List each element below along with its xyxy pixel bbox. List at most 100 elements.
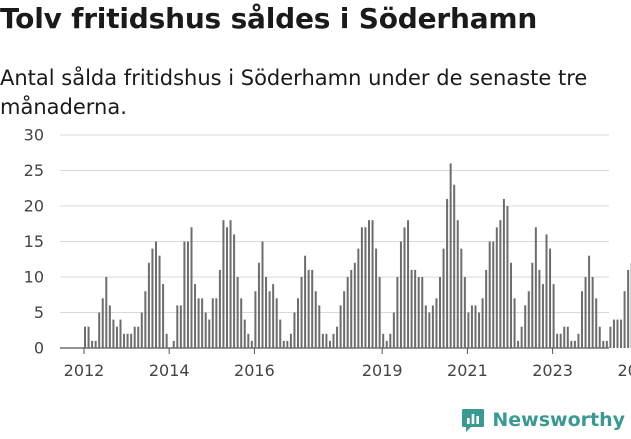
bar[interactable] bbox=[599, 327, 601, 348]
bar[interactable] bbox=[546, 234, 548, 348]
bar[interactable] bbox=[230, 220, 232, 348]
bar[interactable] bbox=[151, 249, 153, 348]
bar[interactable] bbox=[187, 242, 189, 349]
bar[interactable] bbox=[318, 305, 320, 348]
bar[interactable] bbox=[212, 298, 214, 348]
bar[interactable] bbox=[311, 270, 313, 348]
bar[interactable] bbox=[350, 270, 352, 348]
bar[interactable] bbox=[134, 327, 136, 348]
bar[interactable] bbox=[201, 298, 203, 348]
bar[interactable] bbox=[357, 249, 359, 348]
bar[interactable] bbox=[574, 341, 576, 348]
bar[interactable] bbox=[439, 277, 441, 348]
bar[interactable] bbox=[283, 341, 285, 348]
bar[interactable] bbox=[577, 334, 579, 348]
bar[interactable] bbox=[418, 277, 420, 348]
bar[interactable] bbox=[581, 291, 583, 348]
bar[interactable] bbox=[251, 341, 253, 348]
bar[interactable] bbox=[510, 263, 512, 348]
bar[interactable] bbox=[450, 163, 452, 348]
bar[interactable] bbox=[322, 334, 324, 348]
bar[interactable] bbox=[542, 284, 544, 348]
bar[interactable] bbox=[166, 334, 168, 348]
bar[interactable] bbox=[155, 242, 157, 349]
bar[interactable] bbox=[602, 341, 604, 348]
bar[interactable] bbox=[396, 277, 398, 348]
bar[interactable] bbox=[141, 313, 143, 349]
bar[interactable] bbox=[162, 284, 164, 348]
bar[interactable] bbox=[183, 242, 185, 349]
bar[interactable] bbox=[592, 277, 594, 348]
bar[interactable] bbox=[457, 220, 459, 348]
bar[interactable] bbox=[521, 327, 523, 348]
bar[interactable] bbox=[112, 320, 114, 348]
bar[interactable] bbox=[105, 277, 107, 348]
bar[interactable] bbox=[553, 284, 555, 348]
bar[interactable] bbox=[325, 334, 327, 348]
bar[interactable] bbox=[262, 242, 264, 349]
bar[interactable] bbox=[215, 298, 217, 348]
bar[interactable] bbox=[176, 305, 178, 348]
bar[interactable] bbox=[272, 284, 274, 348]
bar[interactable] bbox=[347, 277, 349, 348]
bar[interactable] bbox=[435, 298, 437, 348]
bar[interactable] bbox=[194, 284, 196, 348]
bar[interactable] bbox=[609, 327, 611, 348]
bar[interactable] bbox=[382, 334, 384, 348]
bar[interactable] bbox=[88, 327, 90, 348]
bar[interactable] bbox=[453, 185, 455, 348]
bar[interactable] bbox=[95, 341, 97, 348]
bar[interactable] bbox=[237, 277, 239, 348]
bar[interactable] bbox=[538, 270, 540, 348]
bar[interactable] bbox=[301, 277, 303, 348]
bar[interactable] bbox=[329, 341, 331, 348]
bar[interactable] bbox=[308, 270, 310, 348]
bar[interactable] bbox=[265, 277, 267, 348]
newsworthy-logo[interactable]: Newsworthy bbox=[460, 407, 625, 433]
bar[interactable] bbox=[535, 227, 537, 348]
bar[interactable] bbox=[180, 305, 182, 348]
bar[interactable] bbox=[492, 242, 494, 349]
bar[interactable] bbox=[84, 327, 86, 348]
bar[interactable] bbox=[173, 341, 175, 348]
bar[interactable] bbox=[389, 334, 391, 348]
bar[interactable] bbox=[219, 270, 221, 348]
bar[interactable] bbox=[120, 320, 122, 348]
bar[interactable] bbox=[567, 327, 569, 348]
bar[interactable] bbox=[254, 291, 256, 348]
bar[interactable] bbox=[446, 199, 448, 348]
bar[interactable] bbox=[467, 313, 469, 349]
bar[interactable] bbox=[290, 334, 292, 348]
bar[interactable] bbox=[144, 291, 146, 348]
bar[interactable] bbox=[613, 320, 615, 348]
bar[interactable] bbox=[368, 220, 370, 348]
bar[interactable] bbox=[627, 270, 629, 348]
bar[interactable] bbox=[428, 313, 430, 349]
bar[interactable] bbox=[333, 334, 335, 348]
bar[interactable] bbox=[485, 270, 487, 348]
bar[interactable] bbox=[499, 220, 501, 348]
bar[interactable] bbox=[364, 227, 366, 348]
bar[interactable] bbox=[443, 249, 445, 348]
bar[interactable] bbox=[98, 313, 100, 349]
bar[interactable] bbox=[354, 263, 356, 348]
bar[interactable] bbox=[205, 313, 207, 349]
bar[interactable] bbox=[400, 242, 402, 349]
bar[interactable] bbox=[556, 334, 558, 348]
bar[interactable] bbox=[293, 313, 295, 349]
bar[interactable] bbox=[208, 320, 210, 348]
bar[interactable] bbox=[506, 206, 508, 348]
bar[interactable] bbox=[563, 327, 565, 348]
bar[interactable] bbox=[588, 256, 590, 348]
bar[interactable] bbox=[624, 291, 626, 348]
bar[interactable] bbox=[464, 277, 466, 348]
bar[interactable] bbox=[517, 341, 519, 348]
bar[interactable] bbox=[130, 334, 132, 348]
bar[interactable] bbox=[137, 327, 139, 348]
bar[interactable] bbox=[524, 305, 526, 348]
bar[interactable] bbox=[585, 277, 587, 348]
bar[interactable] bbox=[91, 341, 93, 348]
bar[interactable] bbox=[159, 256, 161, 348]
bar[interactable] bbox=[503, 199, 505, 348]
bar[interactable] bbox=[411, 270, 413, 348]
